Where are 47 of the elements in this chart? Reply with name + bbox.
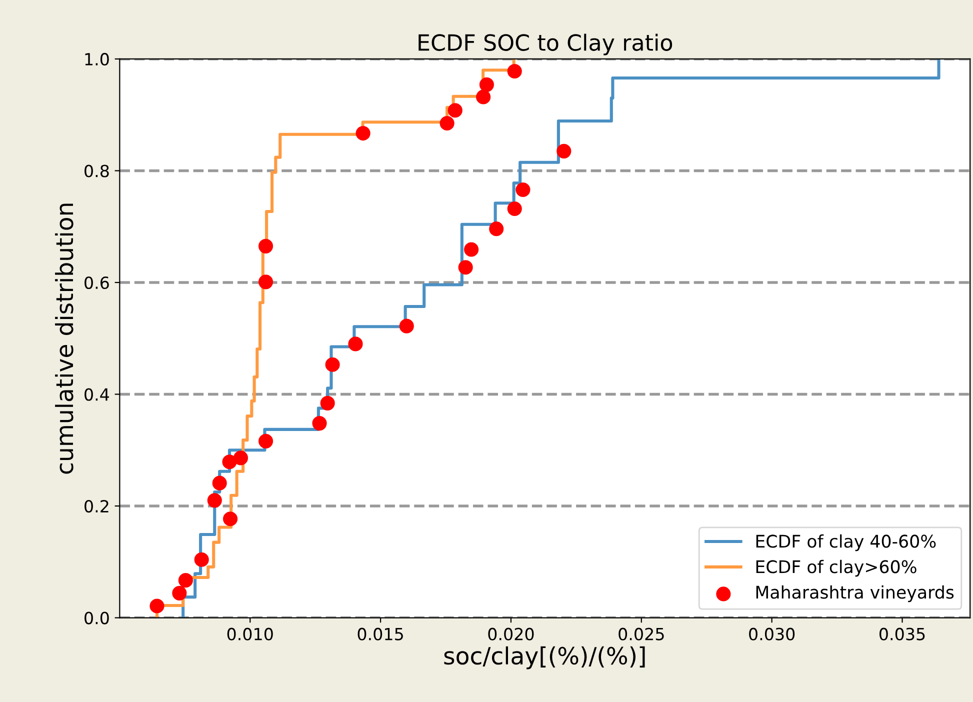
point — [258, 238, 274, 254]
point — [448, 103, 462, 118]
x-tick-label: 0.010 — [227, 628, 273, 640]
y-tick-label: 0.6 — [84, 276, 109, 290]
point — [476, 90, 491, 104]
x-tick-label: 0.015 — [358, 628, 403, 640]
point — [258, 434, 274, 448]
point — [356, 126, 370, 141]
y-tick-label: 0.4 — [84, 388, 110, 401]
legend-label: ECDF of clay>60% — [756, 560, 916, 577]
legend-label: ECDF of clay 40-60% — [756, 534, 936, 552]
x-tick-label: 0.035 — [880, 628, 925, 640]
point — [312, 416, 327, 431]
point — [458, 260, 473, 275]
point — [325, 357, 340, 372]
legend-label: Maharashtra vineyards — [756, 585, 954, 602]
y-tick-label: 0.2 — [84, 500, 108, 513]
point — [489, 222, 504, 236]
point — [207, 493, 222, 508]
point — [194, 552, 209, 567]
point — [172, 586, 187, 600]
point — [556, 144, 572, 158]
point — [258, 274, 274, 290]
y-tick-label: 1.0 — [85, 52, 109, 66]
x-tick-label: 0.025 — [618, 628, 664, 640]
x-tick-label: 0.020 — [488, 628, 534, 640]
point — [150, 598, 164, 614]
chart-title: ECDF SOC to Clay ratio — [418, 34, 672, 56]
y-tick-label: 0.0 — [84, 612, 109, 624]
point — [516, 182, 530, 198]
point — [223, 512, 238, 526]
x-axis-title: soc/clay[(%)/(%)] — [444, 646, 645, 670]
point — [399, 318, 414, 334]
point — [507, 201, 522, 216]
point — [233, 450, 248, 466]
point — [479, 77, 494, 92]
point — [212, 476, 227, 490]
point — [464, 242, 479, 257]
point — [440, 116, 454, 131]
y-axis-title: cumulative distribution — [55, 204, 74, 474]
x-tick-label: 0.030 — [749, 628, 795, 640]
point — [320, 396, 335, 410]
y-tick-label: 0.8 — [84, 164, 109, 178]
point — [222, 454, 237, 470]
point — [348, 336, 363, 352]
point — [178, 573, 193, 588]
point — [507, 64, 522, 79]
